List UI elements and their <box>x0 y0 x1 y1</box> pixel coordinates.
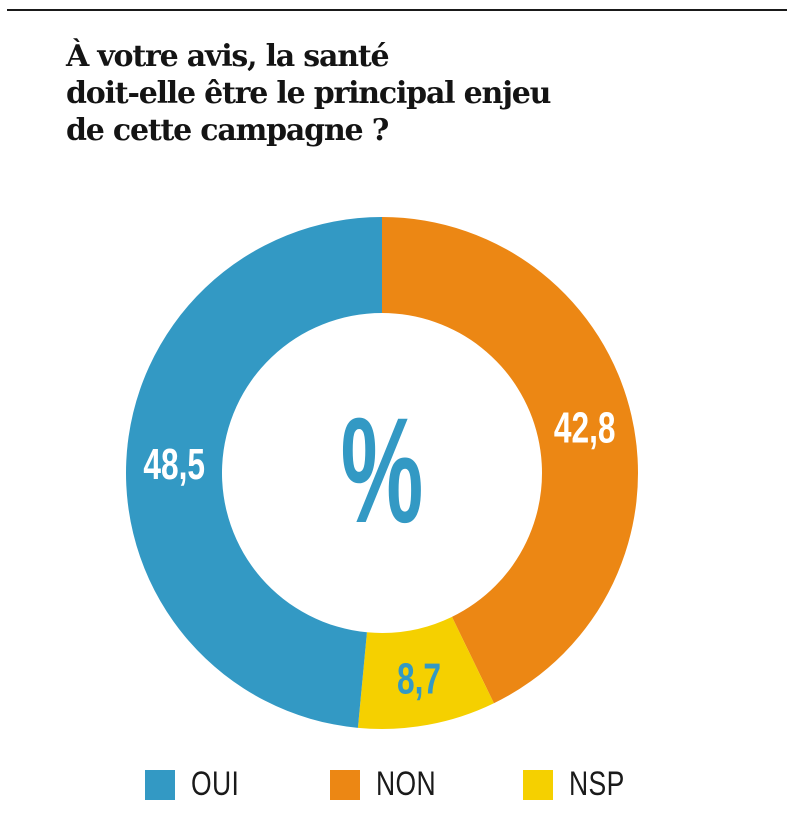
donut-label-non: 42,8 <box>554 403 616 452</box>
donut-labels: 42,8 8,7 48,5 <box>143 403 615 704</box>
title-line-2: doit-elle être le principal enjeu <box>66 76 551 111</box>
legend-label-non: NON <box>376 765 437 803</box>
legend-swatch-non <box>330 769 360 800</box>
legend-item-oui: OUI <box>145 765 253 804</box>
legend: OUI NON NSP <box>0 765 787 805</box>
donut-slice-oui <box>125 217 382 728</box>
chart-title: À votre avis, la santé doit-elle être le… <box>66 38 666 149</box>
legend-swatch-nsp <box>523 769 553 800</box>
legend-swatch-oui <box>145 769 175 800</box>
legend-label-nsp: NSP <box>569 765 625 803</box>
donut-label-oui: 48,5 <box>143 440 205 489</box>
title-line-3: de cette campagne ? <box>66 113 389 148</box>
donut-slices <box>125 217 639 730</box>
donut-label-nsp: 8,7 <box>397 655 441 704</box>
donut-slice-non <box>382 217 639 704</box>
center-percent-symbol: % <box>341 387 424 554</box>
top-rule <box>7 9 787 11</box>
donut-slice-nsp <box>357 616 494 730</box>
legend-item-non: NON <box>330 765 453 804</box>
legend-item-nsp: NSP <box>523 765 640 804</box>
title-line-1: À votre avis, la santé <box>66 39 390 74</box>
legend-label-oui: OUI <box>191 765 240 803</box>
